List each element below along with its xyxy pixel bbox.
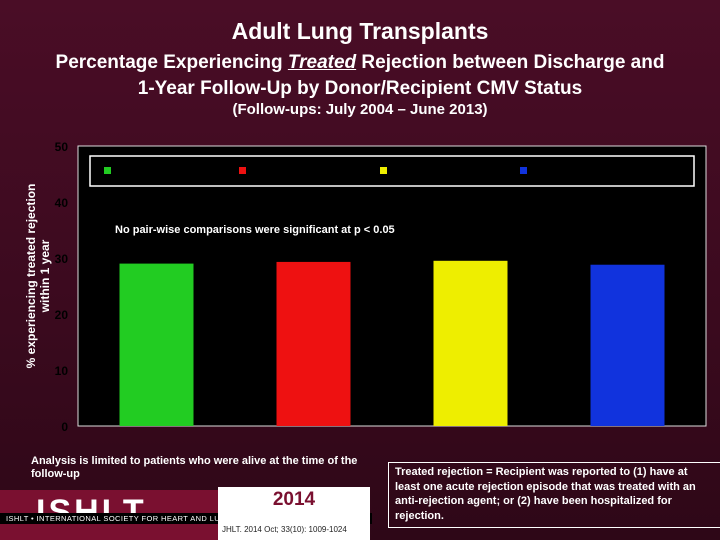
bar xyxy=(119,263,194,426)
y-tick-label: 40 xyxy=(55,196,69,210)
legend-swatch xyxy=(239,167,246,174)
legend-swatch xyxy=(104,167,111,174)
bar xyxy=(276,261,351,426)
legend-box xyxy=(89,155,695,187)
y-axis-label: % experiencing treated rejectionwithin 1… xyxy=(24,184,52,369)
definition-note: Treated rejection = Recipient was report… xyxy=(388,462,720,528)
ishlt-logo: ISHLT xyxy=(36,493,147,531)
subtitle-emphasis: Treated xyxy=(287,52,357,73)
journal-citation: JHLT. 2014 Oct; 33(10): 1009-1024 xyxy=(222,525,347,534)
bar-chart: 0 10 20 30 40 50 % experiencing treated reject… xyxy=(24,140,707,434)
bar xyxy=(433,260,508,426)
y-tick-label: 50 xyxy=(55,140,69,154)
bar xyxy=(590,264,665,426)
analysis-note: Analysis is limited to patients who were… xyxy=(31,455,358,480)
slide-subtitle: Percentage Experiencing Treated Rejectio… xyxy=(0,50,720,102)
slide-title: Adult Lung Transplants xyxy=(231,18,489,44)
follow-up-period: (Follow-ups: July 2004 – June 2013) xyxy=(232,101,488,118)
y-tick-label: 10 xyxy=(55,364,69,378)
journal-badge xyxy=(218,487,370,540)
y-tick-label: 30 xyxy=(55,252,69,266)
report-year: 2014 xyxy=(272,489,316,510)
society-name: ISHLT • INTERNATIONAL SOCIETY FOR HEART … xyxy=(0,513,372,524)
y-tick-label: 20 xyxy=(55,308,69,322)
subtitle-line2: 1-Year Follow-Up by Donor/Recipient CMV … xyxy=(137,78,583,99)
legend-swatch xyxy=(380,167,387,174)
subtitle-part2: Rejection between Discharge and xyxy=(356,52,665,73)
significance-annotation: No pair-wise comparisons were significan… xyxy=(115,224,395,236)
y-tick-label: 0 xyxy=(61,420,68,434)
subtitle-part1: Percentage Experiencing xyxy=(55,52,288,73)
legend-swatch xyxy=(520,167,527,174)
